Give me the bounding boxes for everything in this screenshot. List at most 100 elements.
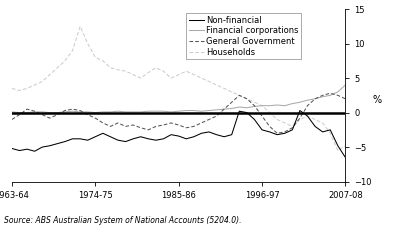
General Government: [85, 113, 90, 116]
Financial corporations: [222, 108, 227, 111]
Non-financial: [290, 128, 295, 131]
General Government: [78, 109, 83, 112]
Financial corporations: [199, 110, 204, 113]
General Government: [63, 109, 67, 112]
Text: Source: ABS Australian System of National Accounts (5204.0).: Source: ABS Australian System of Nationa…: [4, 216, 241, 225]
Financial corporations: [320, 95, 325, 98]
Households: [199, 77, 204, 79]
Households: [335, 149, 340, 152]
Non-financial: [245, 111, 249, 114]
Households: [305, 115, 310, 117]
Financial corporations: [343, 84, 348, 86]
General Government: [32, 110, 37, 113]
Households: [78, 25, 83, 28]
General Government: [252, 104, 257, 107]
Non-financial: [78, 138, 83, 140]
Financial corporations: [229, 107, 234, 110]
Financial corporations: [245, 106, 249, 109]
General Government: [328, 92, 333, 95]
Households: [40, 80, 44, 83]
Non-financial: [32, 150, 37, 153]
Financial corporations: [267, 104, 272, 107]
General Government: [131, 124, 135, 126]
General Government: [40, 113, 44, 116]
Non-financial: [146, 138, 151, 140]
General Government: [275, 132, 279, 135]
Households: [229, 91, 234, 93]
Financial corporations: [116, 110, 120, 113]
General Government: [70, 108, 75, 111]
Households: [139, 77, 143, 79]
Non-financial: [100, 132, 105, 135]
Households: [169, 77, 173, 79]
Non-financial: [116, 139, 120, 142]
Financial corporations: [17, 111, 22, 114]
Financial corporations: [214, 109, 219, 111]
Households: [25, 87, 29, 90]
Non-financial: [154, 139, 158, 142]
Non-financial: [335, 144, 340, 147]
General Government: [93, 117, 98, 119]
General Government: [176, 124, 181, 126]
Households: [206, 80, 211, 83]
General Government: [282, 131, 287, 133]
General Government: [206, 118, 211, 121]
Non-financial: [199, 132, 204, 135]
Financial corporations: [10, 111, 14, 113]
Households: [63, 59, 67, 62]
General Government: [191, 125, 196, 128]
Non-financial: [184, 138, 189, 140]
Legend: Non-financial, Financial corporations, General Government, Households: Non-financial, Financial corporations, G…: [186, 13, 301, 59]
Non-financial: [85, 139, 90, 142]
Financial corporations: [252, 105, 257, 108]
General Government: [305, 104, 310, 107]
Financial corporations: [176, 110, 181, 113]
Non-financial: [191, 135, 196, 138]
Households: [100, 59, 105, 62]
Non-financial: [320, 131, 325, 133]
General Government: [267, 125, 272, 128]
Households: [116, 69, 120, 71]
Households: [252, 101, 257, 104]
Financial corporations: [260, 104, 264, 107]
Households: [297, 118, 302, 121]
Financial corporations: [47, 111, 52, 114]
Non-financial: [267, 131, 272, 133]
Households: [154, 66, 158, 69]
Financial corporations: [184, 109, 189, 112]
Financial corporations: [191, 109, 196, 112]
Non-financial: [222, 135, 227, 138]
Households: [260, 104, 264, 107]
General Government: [184, 126, 189, 129]
Financial corporations: [328, 94, 333, 97]
Financial corporations: [85, 111, 90, 113]
General Government: [320, 94, 325, 97]
General Government: [161, 124, 166, 126]
Financial corporations: [206, 109, 211, 112]
Line: Households: Households: [12, 26, 345, 151]
Households: [282, 122, 287, 124]
Non-financial: [343, 156, 348, 159]
Non-financial: [237, 110, 242, 113]
Households: [10, 87, 14, 90]
Households: [237, 94, 242, 97]
Non-financial: [169, 133, 173, 136]
Non-financial: [93, 135, 98, 138]
General Government: [260, 115, 264, 117]
General Government: [25, 108, 29, 111]
Non-financial: [161, 138, 166, 140]
Line: General Government: General Government: [12, 93, 345, 133]
Households: [55, 66, 60, 69]
Financial corporations: [237, 106, 242, 109]
General Government: [139, 126, 143, 129]
Households: [47, 73, 52, 76]
Non-financial: [63, 140, 67, 143]
Financial corporations: [139, 111, 143, 113]
Households: [176, 73, 181, 76]
Financial corporations: [32, 111, 37, 113]
General Government: [17, 113, 22, 116]
Households: [93, 56, 98, 59]
Financial corporations: [40, 111, 44, 113]
Non-financial: [260, 128, 264, 131]
Households: [161, 70, 166, 73]
